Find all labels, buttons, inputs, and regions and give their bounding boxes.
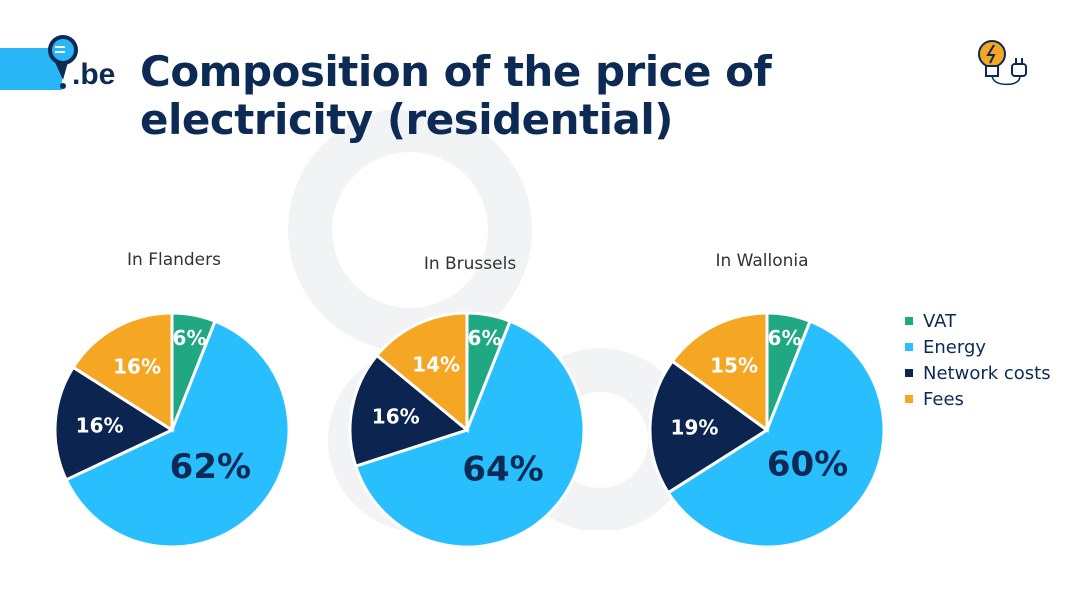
pie-slice-energy: [353, 319, 586, 549]
title-line-2: electricity (residential): [140, 95, 673, 144]
data-label: 16%: [372, 404, 420, 428]
pie-slice-network-costs: [53, 365, 176, 482]
title-line-1: Composition of the price of: [140, 47, 772, 96]
pie-slice-network-costs: [348, 353, 471, 469]
data-label: 15%: [710, 353, 758, 377]
data-label: 16%: [76, 413, 124, 437]
pie-slice-energy: [666, 319, 886, 549]
chart-title-brussels: In Brussels: [423, 254, 517, 274]
legend-item-energy: Energy: [905, 334, 1051, 360]
pie-slice-energy: [64, 319, 291, 549]
chart-title-flanders: In Flanders: [127, 250, 221, 270]
chart-title-wallonia: In Wallonia: [715, 251, 809, 271]
data-label: 6%: [173, 326, 207, 350]
logo-pin-icon: [48, 35, 78, 89]
data-label: 60%: [767, 445, 848, 485]
data-label: 6%: [768, 326, 802, 350]
pie-slice-network-costs: [648, 359, 770, 495]
data-label: 19%: [671, 416, 719, 440]
data-label: 6%: [468, 326, 502, 350]
legend-item-vat: VAT: [905, 308, 1051, 334]
legend-item-fees: Fees: [905, 386, 1051, 412]
data-label: 16%: [113, 354, 161, 378]
data-label: 64%: [462, 449, 543, 489]
data-label: 14%: [412, 352, 460, 376]
logo-text: .be: [72, 58, 116, 91]
lightbulb-plug-icon: [978, 40, 1027, 86]
legend-item-network-costs: Network costs: [905, 360, 1051, 386]
page-title: Composition of the price of electricity …: [140, 47, 772, 144]
pie-slice-fees: [670, 311, 769, 433]
data-label: 62%: [170, 447, 251, 487]
legend: VAT Energy Network costs Fees: [905, 308, 1051, 412]
pie-slice-fees: [71, 311, 174, 433]
pie-slice-fees: [374, 311, 469, 434]
